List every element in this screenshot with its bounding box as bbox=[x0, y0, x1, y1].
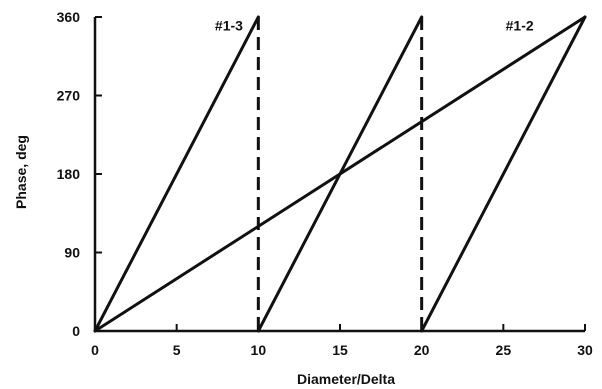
x-tick-label: 25 bbox=[496, 342, 512, 358]
series-layer bbox=[93, 15, 587, 333]
x-axis-label: Diameter/Delta bbox=[297, 371, 395, 387]
x-tick-label: 30 bbox=[577, 342, 593, 358]
series-annotation: #1-2 bbox=[506, 18, 534, 34]
y-tick-label: 360 bbox=[57, 9, 81, 25]
y-tick-label: 0 bbox=[72, 323, 80, 339]
series-2 bbox=[93, 15, 587, 333]
x-tick-label: 10 bbox=[251, 342, 267, 358]
y-tick-label: 180 bbox=[57, 166, 81, 182]
series-annotation: #1-3 bbox=[215, 18, 243, 34]
x-tick-label: 15 bbox=[332, 342, 348, 358]
y-axis-label: Phase, deg bbox=[13, 135, 29, 209]
y-tick-label: 90 bbox=[64, 245, 80, 261]
series-line bbox=[420, 15, 587, 333]
y-tick-label: 270 bbox=[57, 88, 81, 104]
x-tick-label: 0 bbox=[91, 342, 99, 358]
series-line bbox=[93, 15, 587, 333]
ticks-layer: 0 5 10 15 20 25 30 0 90 180 270 360 bbox=[57, 9, 593, 358]
x-tick-label: 20 bbox=[414, 342, 430, 358]
annotation-layer: #1-3 #1-2 bbox=[215, 18, 534, 34]
x-tick-label: 5 bbox=[173, 342, 181, 358]
labels-layer: Diameter/Delta Phase, deg bbox=[13, 135, 395, 387]
series-line bbox=[93, 15, 260, 333]
